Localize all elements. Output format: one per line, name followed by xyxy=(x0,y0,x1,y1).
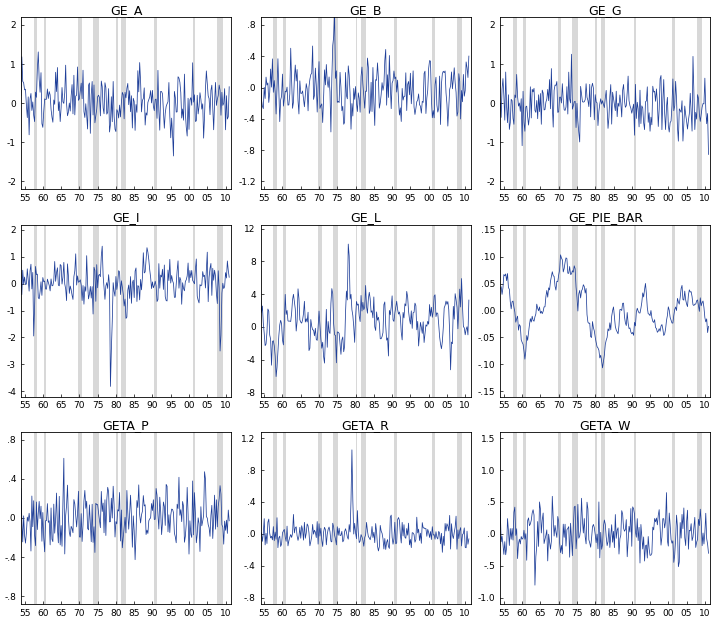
Bar xyxy=(284,17,286,189)
Bar xyxy=(122,17,126,189)
Bar xyxy=(333,225,338,397)
Bar xyxy=(523,225,526,397)
Bar xyxy=(274,17,277,189)
Bar xyxy=(361,225,366,397)
Bar xyxy=(513,432,517,604)
Bar xyxy=(601,225,605,397)
Title: GETA_R: GETA_R xyxy=(342,419,390,432)
Bar xyxy=(697,432,702,604)
Title: GE_B: GE_B xyxy=(349,4,382,17)
Bar xyxy=(79,225,82,397)
Bar xyxy=(116,432,117,604)
Bar xyxy=(318,432,321,604)
Title: GE_A: GE_A xyxy=(110,4,142,17)
Bar xyxy=(595,225,597,397)
Bar xyxy=(634,225,637,397)
Bar xyxy=(274,225,277,397)
Bar xyxy=(394,432,397,604)
Bar xyxy=(634,432,637,604)
Bar xyxy=(572,225,578,397)
Bar xyxy=(154,17,157,189)
Title: GE_PIE_BAR: GE_PIE_BAR xyxy=(568,211,643,225)
Bar xyxy=(34,17,37,189)
Bar xyxy=(284,432,286,604)
Bar xyxy=(44,225,47,397)
Bar xyxy=(274,432,277,604)
Bar xyxy=(697,17,702,189)
Bar xyxy=(356,432,357,604)
Bar xyxy=(457,225,463,397)
Bar xyxy=(318,17,321,189)
Title: GE_G: GE_G xyxy=(589,4,622,17)
Bar xyxy=(672,17,674,189)
Bar xyxy=(116,17,117,189)
Bar xyxy=(218,225,223,397)
Bar xyxy=(93,225,99,397)
Bar xyxy=(284,225,286,397)
Bar xyxy=(79,17,82,189)
Bar xyxy=(672,225,674,397)
Bar xyxy=(672,432,674,604)
Bar xyxy=(93,432,99,604)
Title: GE_I: GE_I xyxy=(112,211,140,225)
Bar xyxy=(193,432,195,604)
Bar xyxy=(218,17,223,189)
Bar xyxy=(34,225,37,397)
Bar xyxy=(432,17,435,189)
Bar xyxy=(572,17,578,189)
Bar xyxy=(193,17,195,189)
Bar xyxy=(634,17,637,189)
Bar xyxy=(394,225,397,397)
Bar xyxy=(93,17,99,189)
Bar xyxy=(558,17,561,189)
Bar xyxy=(394,17,397,189)
Bar xyxy=(601,432,605,604)
Bar xyxy=(697,225,702,397)
Bar xyxy=(513,17,517,189)
Bar xyxy=(34,432,37,604)
Bar xyxy=(513,225,517,397)
Bar xyxy=(572,432,578,604)
Bar xyxy=(523,17,526,189)
Bar xyxy=(361,17,366,189)
Bar xyxy=(595,17,597,189)
Bar xyxy=(79,432,82,604)
Bar xyxy=(44,17,47,189)
Bar xyxy=(333,432,338,604)
Bar xyxy=(432,225,435,397)
Bar xyxy=(457,17,463,189)
Bar xyxy=(154,225,157,397)
Bar xyxy=(558,225,561,397)
Bar xyxy=(333,17,338,189)
Bar xyxy=(193,225,195,397)
Bar xyxy=(558,432,561,604)
Bar xyxy=(356,17,357,189)
Bar xyxy=(116,225,117,397)
Bar xyxy=(44,432,47,604)
Bar xyxy=(154,432,157,604)
Bar xyxy=(218,432,223,604)
Title: GETA_W: GETA_W xyxy=(579,419,631,432)
Bar xyxy=(361,432,366,604)
Bar xyxy=(432,432,435,604)
Title: GE_L: GE_L xyxy=(350,211,381,225)
Bar xyxy=(122,432,126,604)
Bar xyxy=(356,225,357,397)
Title: GETA_P: GETA_P xyxy=(102,419,149,432)
Bar xyxy=(601,17,605,189)
Bar xyxy=(318,225,321,397)
Bar xyxy=(595,432,597,604)
Bar xyxy=(523,432,526,604)
Bar xyxy=(122,225,126,397)
Bar xyxy=(457,432,463,604)
